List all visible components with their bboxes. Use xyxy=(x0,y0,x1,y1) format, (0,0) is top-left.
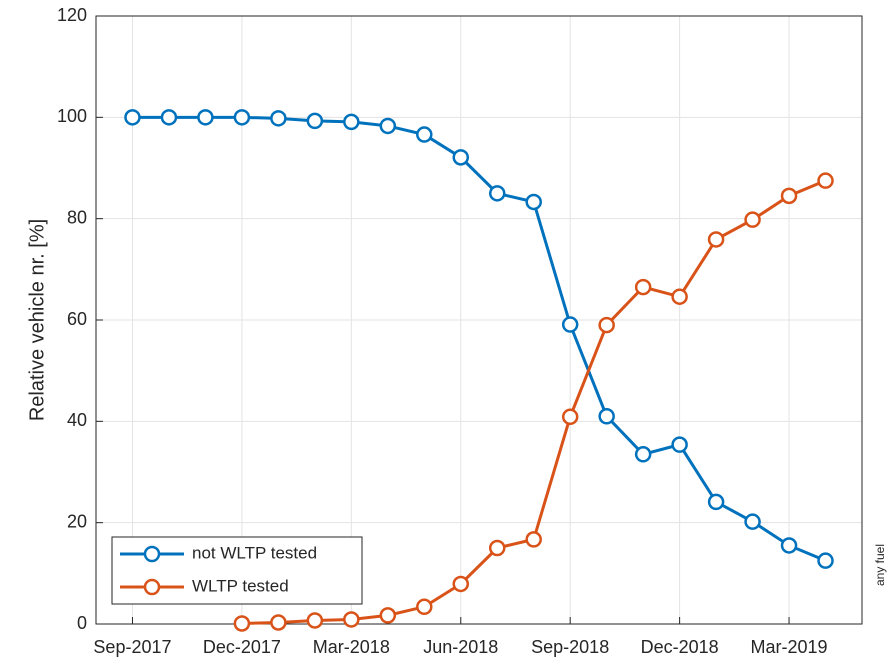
x-tick-label: Sep-2018 xyxy=(531,637,609,657)
data-point xyxy=(817,172,834,189)
x-tick-label: Mar-2018 xyxy=(313,637,390,657)
data-point xyxy=(452,149,470,166)
data-point xyxy=(817,552,834,569)
data-point xyxy=(780,537,798,554)
legend-marker xyxy=(143,578,161,596)
data-point xyxy=(780,187,798,205)
y-axis-label: Relative vehicle nr. [%] xyxy=(26,219,48,421)
data-point xyxy=(160,109,178,126)
data-point xyxy=(525,531,542,548)
data-point xyxy=(270,614,287,631)
data-point xyxy=(452,575,470,593)
x-tick-label: Mar-2019 xyxy=(751,637,828,657)
data-point xyxy=(306,112,324,130)
data-point xyxy=(598,316,615,334)
data-point xyxy=(343,611,360,628)
x-tick-label: Dec-2017 xyxy=(203,637,281,657)
data-point xyxy=(197,109,214,126)
data-point xyxy=(634,446,652,463)
y-tick-label: 0 xyxy=(77,613,87,633)
data-point xyxy=(416,126,433,143)
y-tick-label: 60 xyxy=(67,309,87,329)
data-point xyxy=(270,110,287,127)
data-point xyxy=(233,109,251,126)
plot-frame xyxy=(95,15,863,625)
data-point xyxy=(124,109,141,126)
y-tick-label: 40 xyxy=(67,410,87,430)
data-point xyxy=(525,193,542,211)
data-point xyxy=(671,288,688,305)
data-point xyxy=(233,615,251,632)
data-point xyxy=(707,493,725,511)
data-point xyxy=(671,436,688,453)
data-point xyxy=(488,185,506,202)
legend-label: not WLTP tested xyxy=(192,543,317,562)
legend-marker xyxy=(143,545,161,563)
data-point xyxy=(488,539,506,557)
data-point xyxy=(744,513,761,530)
y-tick-label: 100 xyxy=(57,106,87,126)
y-tick-label: 20 xyxy=(67,511,87,531)
legend-label: WLTP tested xyxy=(192,576,289,595)
data-point xyxy=(561,316,579,333)
data-point xyxy=(379,117,397,135)
series-line xyxy=(132,115,827,563)
data-point xyxy=(634,278,652,296)
x-tick-label: Dec-2018 xyxy=(641,637,719,657)
data-point xyxy=(379,607,397,624)
data-point xyxy=(561,408,579,426)
data-point xyxy=(306,612,324,629)
y-tick-label: 80 xyxy=(67,207,87,227)
data-point xyxy=(707,231,725,248)
x-tick-label: Jun-2018 xyxy=(423,637,498,657)
y-tick-label: 120 xyxy=(57,5,87,25)
data-point xyxy=(744,211,761,228)
data-point xyxy=(598,408,615,425)
data-point xyxy=(416,598,433,616)
x-tick-label: Sep-2017 xyxy=(93,637,171,657)
data-point xyxy=(343,113,360,131)
annotation: any fuel xyxy=(873,544,887,586)
